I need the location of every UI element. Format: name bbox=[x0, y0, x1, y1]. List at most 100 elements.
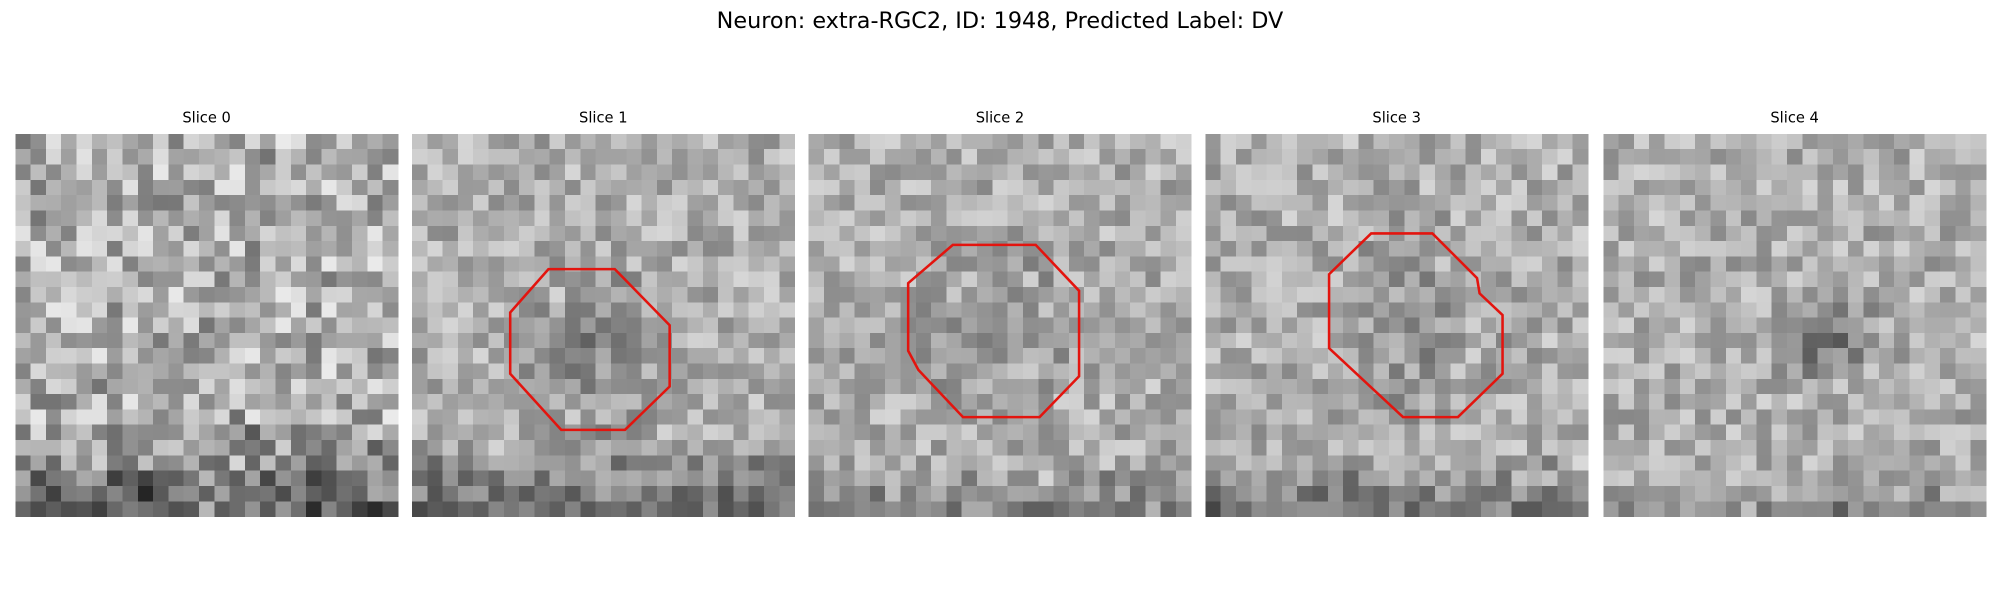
pixel bbox=[1817, 332, 1834, 349]
pixel bbox=[610, 302, 627, 318]
pixel bbox=[931, 241, 947, 257]
pixel bbox=[733, 195, 750, 211]
pixel bbox=[168, 179, 185, 196]
pixel bbox=[1235, 271, 1252, 288]
pixel bbox=[1434, 195, 1451, 211]
pixel bbox=[1542, 501, 1558, 517]
pixel bbox=[1649, 332, 1665, 349]
pixel bbox=[1679, 332, 1696, 349]
pixel bbox=[91, 241, 108, 257]
pixel bbox=[1664, 195, 1681, 211]
pixel bbox=[1725, 424, 1742, 441]
pixel bbox=[244, 302, 261, 318]
pixel bbox=[1480, 501, 1497, 517]
pixel bbox=[153, 332, 169, 349]
pixel bbox=[1404, 164, 1421, 181]
pixel bbox=[91, 409, 108, 426]
pixel bbox=[961, 149, 978, 165]
pixel bbox=[595, 394, 612, 410]
pixel bbox=[779, 424, 796, 441]
pixel bbox=[1878, 378, 1895, 395]
pixel bbox=[1297, 348, 1313, 364]
pixel bbox=[1145, 485, 1162, 502]
pixel bbox=[764, 210, 780, 227]
pixel bbox=[1038, 317, 1054, 334]
pixel bbox=[244, 195, 261, 211]
pixel bbox=[1511, 317, 1528, 334]
pixel bbox=[1145, 210, 1162, 227]
pixel bbox=[76, 424, 93, 441]
pixel bbox=[1802, 210, 1818, 227]
pixel bbox=[946, 409, 963, 426]
pixel bbox=[672, 286, 688, 303]
pixel bbox=[519, 241, 535, 257]
pixel bbox=[1053, 133, 1070, 150]
pixel bbox=[1068, 271, 1085, 288]
pixel bbox=[1007, 195, 1024, 211]
pixel bbox=[1176, 424, 1192, 441]
pixel bbox=[1266, 455, 1283, 472]
pixel bbox=[977, 302, 993, 318]
pixel bbox=[1312, 363, 1329, 380]
pixel bbox=[1099, 409, 1116, 426]
pixel bbox=[168, 455, 185, 472]
pixel bbox=[275, 440, 292, 456]
pixel bbox=[1084, 440, 1100, 456]
pixel bbox=[779, 271, 796, 288]
pixel bbox=[1251, 409, 1267, 426]
pixel bbox=[733, 225, 750, 242]
pixel bbox=[1130, 455, 1146, 472]
pixel bbox=[1007, 332, 1024, 349]
pixel bbox=[1434, 225, 1451, 242]
pixel bbox=[1894, 179, 1910, 196]
pixel bbox=[992, 271, 1009, 288]
pixel bbox=[137, 485, 154, 502]
pixel bbox=[1633, 149, 1650, 165]
pixel bbox=[427, 241, 443, 257]
pixel bbox=[626, 241, 642, 257]
pixel bbox=[442, 485, 459, 502]
pixel bbox=[900, 363, 917, 380]
pixel bbox=[61, 179, 77, 196]
pixel bbox=[321, 179, 338, 196]
pixel bbox=[1848, 501, 1864, 517]
pixel bbox=[1909, 133, 1926, 150]
pixel bbox=[1878, 348, 1895, 364]
pixel bbox=[595, 409, 612, 426]
pixel bbox=[595, 470, 612, 487]
pixel bbox=[823, 501, 840, 517]
pixel bbox=[626, 440, 642, 456]
pixel bbox=[382, 317, 399, 334]
pixel bbox=[1022, 485, 1039, 502]
pixel bbox=[1450, 271, 1466, 288]
pixel bbox=[1649, 317, 1665, 334]
pixel bbox=[488, 271, 505, 288]
pixel bbox=[946, 363, 963, 380]
pixel bbox=[900, 409, 917, 426]
pixel bbox=[748, 241, 765, 257]
pixel bbox=[1160, 317, 1177, 334]
pixel bbox=[626, 363, 642, 380]
pixel bbox=[306, 440, 322, 456]
pixel bbox=[992, 424, 1009, 441]
pixel bbox=[1832, 149, 1849, 165]
pixel bbox=[931, 210, 947, 227]
pixel bbox=[1786, 195, 1803, 211]
pixel bbox=[1664, 348, 1681, 364]
pixel bbox=[1909, 485, 1926, 502]
pixel bbox=[198, 470, 215, 487]
pixel bbox=[1664, 225, 1681, 242]
pixel bbox=[977, 286, 993, 303]
pixel bbox=[457, 470, 474, 487]
pixel bbox=[290, 149, 307, 165]
pixel bbox=[779, 302, 796, 318]
pixel bbox=[244, 363, 261, 380]
pixel bbox=[1297, 455, 1313, 472]
pixel bbox=[1909, 332, 1926, 349]
pixel bbox=[854, 317, 871, 334]
pixel bbox=[1572, 363, 1589, 380]
pixel bbox=[534, 225, 551, 242]
pixel bbox=[1679, 409, 1696, 426]
pixel bbox=[45, 164, 62, 181]
pixel bbox=[718, 440, 734, 456]
